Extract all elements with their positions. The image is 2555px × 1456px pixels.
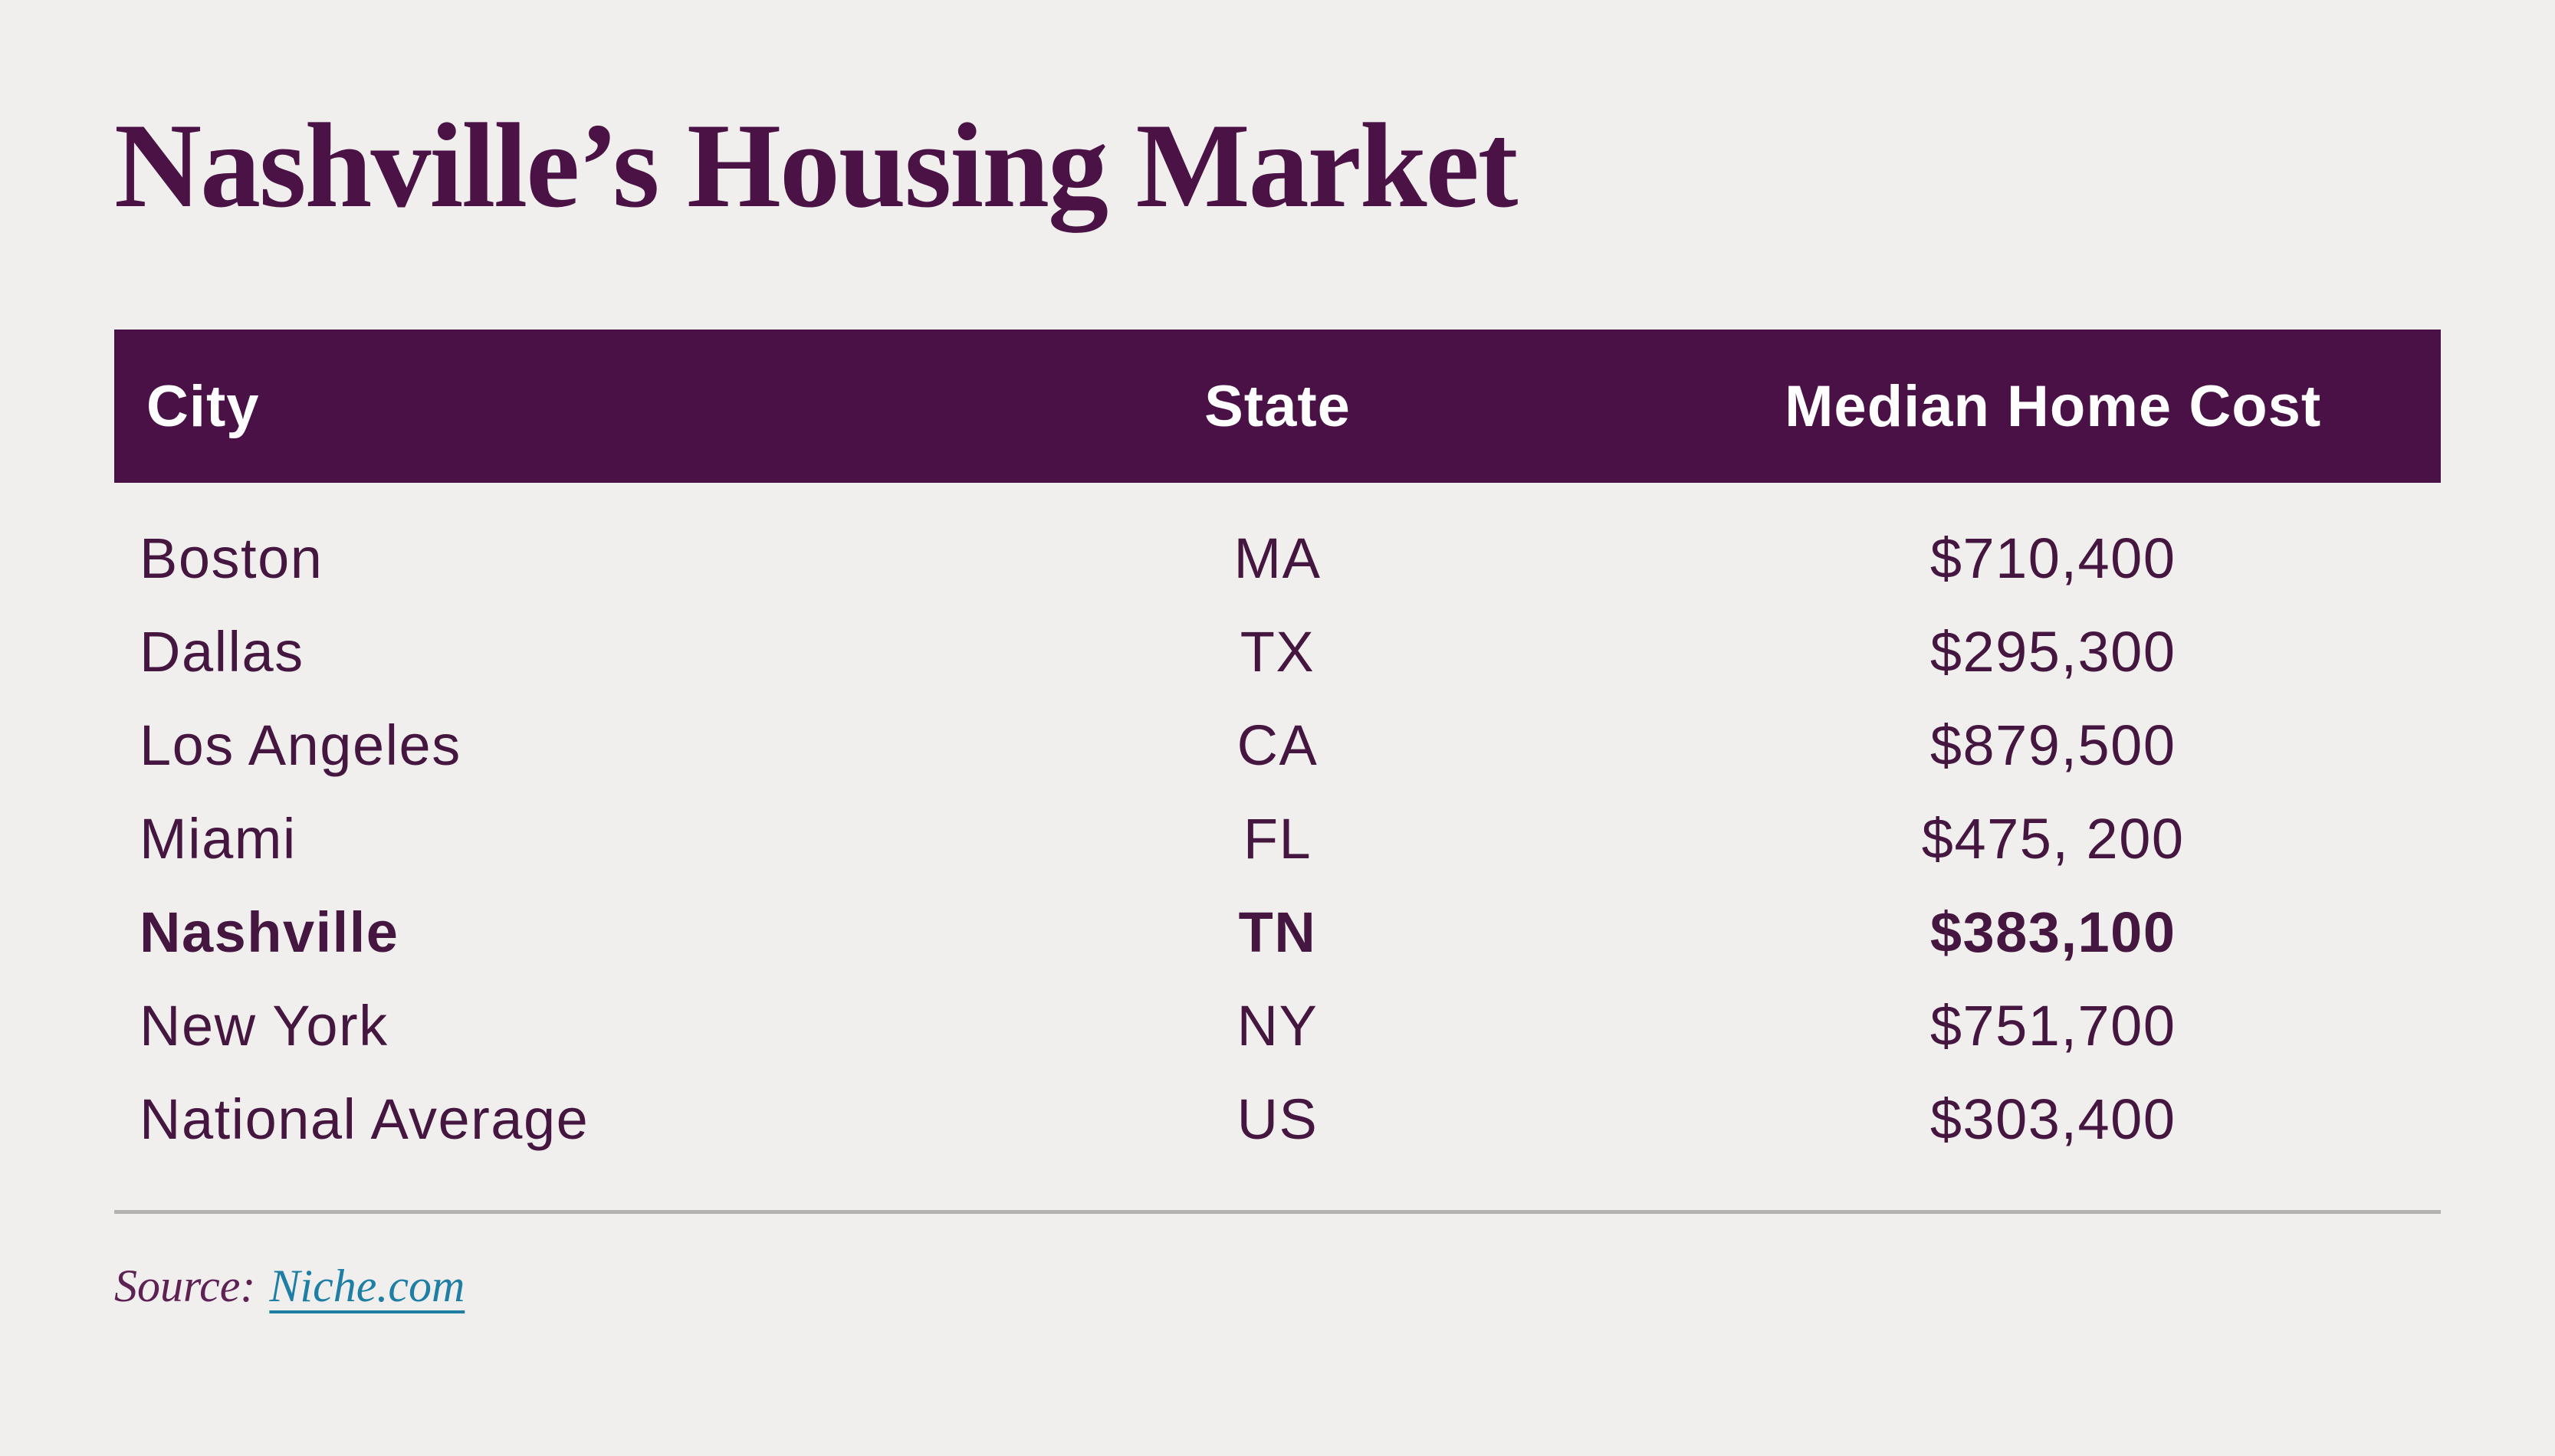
source-label: Source:: [114, 1261, 256, 1311]
city-cell: Miami: [140, 806, 297, 871]
page-title: Nashville’s Housing Market: [114, 99, 1518, 233]
state-cell: TN: [1238, 900, 1317, 964]
city-cell: Boston: [140, 526, 323, 590]
source-line: Source: Niche.com: [114, 1260, 2441, 1313]
cost-cell: $295,300: [1929, 619, 2176, 684]
city-cell: Dallas: [140, 619, 304, 684]
state-cell: CA: [1236, 713, 1319, 777]
cost-cell: $751,700: [1929, 993, 2176, 1058]
table-row-new-york: New York NY $751,700: [114, 979, 2441, 1072]
table-row-dallas: Dallas TX $295,300: [114, 605, 2441, 698]
source-link[interactable]: Niche.com: [269, 1261, 465, 1311]
table-body: Boston MA $710,400 Dallas TX $295,300 Lo…: [114, 511, 2441, 1166]
table-header-row: City State Median Home Cost: [114, 330, 2441, 483]
cost-cell: $303,400: [1929, 1087, 2176, 1151]
city-cell: Nashville: [140, 900, 399, 964]
cost-cell: $475, 200: [1921, 806, 2185, 871]
column-header-state: State: [1204, 373, 1351, 439]
state-cell: MA: [1233, 526, 1322, 590]
state-cell: US: [1236, 1087, 1319, 1151]
divider-line: [114, 1210, 2441, 1214]
state-cell: TX: [1240, 619, 1315, 684]
table-row-boston: Boston MA $710,400: [114, 511, 2441, 605]
table-row-miami: Miami FL $475, 200: [114, 792, 2441, 885]
table-row-national-average: National Average US $303,400: [114, 1072, 2441, 1166]
column-header-city: City: [146, 373, 260, 439]
cost-cell: $710,400: [1929, 526, 2176, 590]
table-row-los-angeles: Los Angeles CA $879,500: [114, 698, 2441, 792]
city-cell: Los Angeles: [140, 713, 461, 777]
city-cell: New York: [140, 993, 389, 1058]
state-cell: FL: [1243, 806, 1312, 871]
table-row-nashville: Nashville TN $383,100: [114, 885, 2441, 979]
state-cell: NY: [1236, 993, 1319, 1058]
cost-cell: $879,500: [1929, 713, 2176, 777]
city-cell: National Average: [140, 1087, 589, 1151]
column-header-cost: Median Home Cost: [1785, 373, 2322, 439]
cost-cell: $383,100: [1929, 900, 2176, 964]
housing-market-table: City State Median Home Cost Boston MA $7…: [114, 330, 2441, 1166]
